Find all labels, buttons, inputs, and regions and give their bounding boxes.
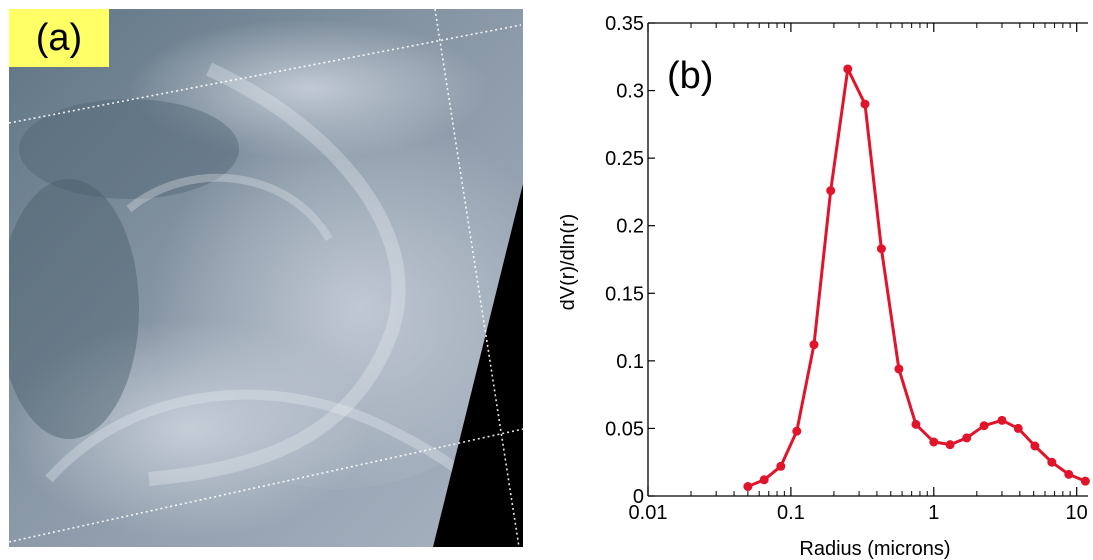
data-point	[792, 426, 802, 436]
x-tick-label: 1	[928, 502, 939, 524]
y-tick-label: 0.05	[605, 418, 644, 440]
x-tick-label: 0.1	[777, 502, 805, 524]
data-point	[809, 340, 819, 350]
size-distribution-chart: 0 0.05 0.1 0.15 0.2 0.25 0.3 0.35 0.01 0.1 1 10 (b…	[560, 13, 1090, 560]
y-tick-label: 0.25	[605, 148, 644, 170]
data-point	[911, 419, 921, 429]
x-axis-ticks: 0.01 0.1 1 10	[629, 23, 1088, 524]
y-axis-title: dV(r)/dln(r)	[560, 214, 579, 311]
data-point	[743, 482, 753, 492]
data-point	[843, 64, 853, 74]
data-point	[860, 99, 870, 109]
series-group	[743, 64, 1090, 492]
y-tick-label: 0.35	[605, 13, 644, 35]
data-point	[894, 364, 904, 374]
satellite-image-panel: (a)	[9, 9, 523, 547]
y-tick-label: 0.3	[616, 81, 644, 103]
data-point	[979, 421, 989, 431]
x-tick-label: 0.01	[629, 502, 668, 524]
y-tick-label: 0.1	[616, 351, 644, 373]
data-point	[876, 244, 886, 254]
y-tick-label: 0.2	[616, 216, 644, 238]
panel-label-a: (a)	[9, 9, 109, 67]
data-point	[776, 461, 786, 471]
data-point	[962, 433, 972, 443]
plot-frame	[647, 22, 1088, 497]
data-point	[997, 415, 1007, 425]
data-point	[1080, 476, 1090, 486]
satellite-cloud-image	[9, 9, 523, 547]
data-point	[929, 437, 939, 447]
data-point	[1047, 457, 1057, 467]
data-point	[945, 440, 955, 450]
y-axis-ticks: 0 0.05 0.1 0.15 0.2 0.25 0.3 0.35	[605, 13, 655, 508]
data-point	[1013, 423, 1023, 433]
y-tick-label: 0	[633, 486, 644, 508]
panel-label-b: (b)	[667, 55, 713, 97]
x-tick-label: 10	[1066, 502, 1088, 524]
data-point	[1030, 441, 1040, 451]
data-point	[1064, 469, 1074, 479]
data-point	[759, 475, 769, 485]
x-axis-title: Radius (microns)	[799, 538, 950, 560]
data-point	[826, 186, 836, 196]
y-tick-label: 0.15	[605, 283, 644, 305]
